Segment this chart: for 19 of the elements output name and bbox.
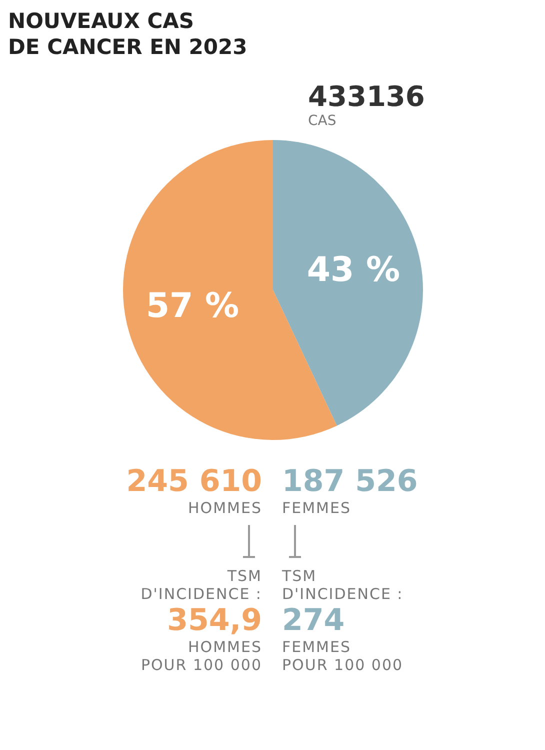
text: HOMMES <box>188 499 262 517</box>
text: POUR 100 000 <box>140 656 262 674</box>
data-label: 57 % <box>145 286 239 326</box>
text: 433136 <box>308 80 425 113</box>
text: FEMMES <box>282 638 351 656</box>
text: D'INCIDENCE : <box>282 585 404 603</box>
text: CAS <box>308 113 338 129</box>
text: HOMMES <box>188 638 262 656</box>
chart-title: NOUVEAUX CAS DE CANCER EN 2023 <box>8 8 248 60</box>
text: TSM <box>282 567 317 585</box>
text: 354,9 <box>167 603 262 638</box>
text: 274 <box>282 603 345 638</box>
text: TSM <box>227 567 262 585</box>
text: 187 526 <box>282 464 418 499</box>
text: FEMMES <box>282 499 351 517</box>
text: D'INCIDENCE : <box>140 585 262 603</box>
text: 245 610 <box>126 464 262 499</box>
text: POUR 100 000 <box>282 656 404 674</box>
data-label: 43 % <box>306 250 400 290</box>
